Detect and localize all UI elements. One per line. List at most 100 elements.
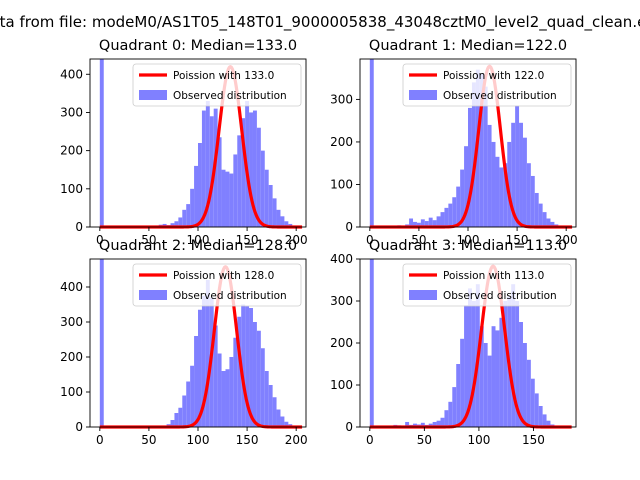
x-tick-label: 100: [467, 433, 490, 447]
histogram-bar: [186, 381, 191, 427]
x-tick-label: 150: [522, 433, 545, 447]
y-tick-label: 0: [75, 420, 83, 434]
histogram-bar: [546, 218, 551, 227]
y-tick-label: 0: [345, 220, 353, 234]
y-tick-label: 300: [60, 315, 83, 329]
histogram-bar: [538, 406, 543, 427]
histogram-bar: [409, 218, 414, 227]
histogram-bar: [182, 209, 187, 227]
histogram-bar: [256, 127, 261, 227]
histogram-bar: [99, 59, 104, 227]
histogram-bar: [229, 357, 234, 427]
histogram-bar: [182, 395, 187, 427]
subplot-title: Quadrant 2: Median=128.0: [99, 238, 297, 254]
histogram-bar: [428, 217, 433, 227]
histogram-bar: [237, 135, 242, 227]
subplot-quadrant-3: Quadrant 3: Median=113.0 0 50 100 150 0 100 200…: [330, 238, 577, 447]
histogram-bar: [221, 371, 226, 427]
histogram-bar: [170, 420, 175, 427]
histogram-bar: [190, 188, 195, 227]
histogram-bar: [471, 301, 476, 427]
legend: Poission with 122.0 Observed distribution: [402, 63, 572, 107]
histogram-bar: [190, 365, 195, 427]
histogram-bar: [284, 221, 289, 227]
histogram-bar: [428, 423, 433, 427]
histogram-bar: [249, 308, 253, 427]
histogram-bar: [276, 409, 281, 427]
histogram-bar: [448, 401, 453, 427]
histogram-bar: [534, 393, 539, 427]
y-tick-label: 300: [330, 92, 353, 106]
histogram-bar: [444, 207, 449, 227]
legend-observed-label: Observed distribution: [443, 90, 557, 102]
x-tick-label: 100: [457, 233, 480, 247]
histogram-bar: [225, 171, 230, 227]
histogram-bar: [499, 167, 504, 227]
histogram-bar: [542, 414, 547, 427]
legend-observed-swatch: [139, 90, 167, 100]
legend: Poission with 133.0 Observed distribution: [132, 63, 302, 107]
legend-poisson-label: Poission with 128.0: [173, 270, 274, 282]
y-tick-label: 100: [60, 182, 83, 196]
x-tick-label: 0: [96, 233, 104, 247]
figure-suptitle: Data from file: modeM0/AS1T05_148T01_900…: [0, 13, 640, 32]
histogram-bar: [526, 359, 531, 427]
subplots-grid: Quadrant 0: Median=133.0 0 50 100 150 200 0 100…: [60, 38, 578, 447]
histogram-bar: [284, 421, 289, 427]
histogram-bar: [416, 222, 421, 227]
histogram-bar: [237, 316, 242, 427]
histogram-bar: [256, 330, 261, 427]
histogram-bar: [233, 154, 238, 227]
histogram-bar: [440, 212, 445, 227]
x-tick-label: 150: [506, 233, 529, 247]
histogram-bar: [405, 421, 410, 427]
y-tick-label: 200: [330, 336, 353, 350]
histogram-bar: [260, 150, 265, 227]
histogram-bar: [487, 124, 492, 227]
legend-box: [132, 263, 302, 307]
x-tick-label: 0: [366, 233, 374, 247]
y-tick-label: 100: [330, 177, 353, 191]
histogram-bar: [198, 309, 202, 427]
histogram-bar: [522, 343, 527, 427]
histogram-bar: [522, 137, 527, 227]
histogram-bar: [241, 304, 246, 427]
x-tick-label: 150: [236, 433, 259, 447]
y-tick-label: 100: [330, 378, 353, 392]
histogram-bar: [272, 198, 277, 227]
histogram-bar: [538, 203, 543, 227]
histogram-bar: [260, 348, 265, 427]
legend: Poission with 128.0 Observed distribution: [132, 263, 302, 307]
histogram-bar: [217, 137, 222, 227]
subplot-title: Quadrant 0: Median=133.0: [99, 38, 297, 54]
histogram-bar: [530, 175, 535, 227]
histogram-bar: [252, 322, 257, 427]
histogram-bar: [526, 163, 531, 227]
histogram-bar: [464, 146, 468, 227]
histogram-bar: [198, 143, 202, 227]
histogram-bar: [444, 410, 449, 427]
histogram-bar: [424, 221, 429, 227]
histogram-bar: [542, 212, 547, 227]
histogram-bar: [99, 259, 104, 427]
histogram-bar: [503, 301, 508, 427]
x-tick-label: 100: [187, 233, 210, 247]
histogram-bar: [413, 221, 417, 227]
x-tick-label: 50: [141, 433, 156, 447]
histogram-bar: [209, 116, 214, 227]
legend-observed-swatch: [409, 90, 437, 100]
histogram-bar: [436, 216, 441, 227]
legend-observed-swatch: [139, 290, 167, 300]
legend-poisson-label: Poission with 122.0: [443, 70, 544, 82]
x-tick-label: 50: [411, 233, 426, 247]
legend-box: [132, 63, 302, 107]
histogram-bar: [178, 407, 183, 427]
histogram-bar: [452, 197, 457, 227]
histogram-bar: [460, 169, 465, 227]
histogram-bar: [217, 353, 222, 427]
histogram-bar: [178, 217, 183, 227]
histogram-bar: [194, 336, 198, 427]
legend-observed-label: Observed distribution: [443, 290, 557, 302]
histogram-bar: [280, 416, 285, 427]
y-tick-label: 100: [60, 385, 83, 399]
